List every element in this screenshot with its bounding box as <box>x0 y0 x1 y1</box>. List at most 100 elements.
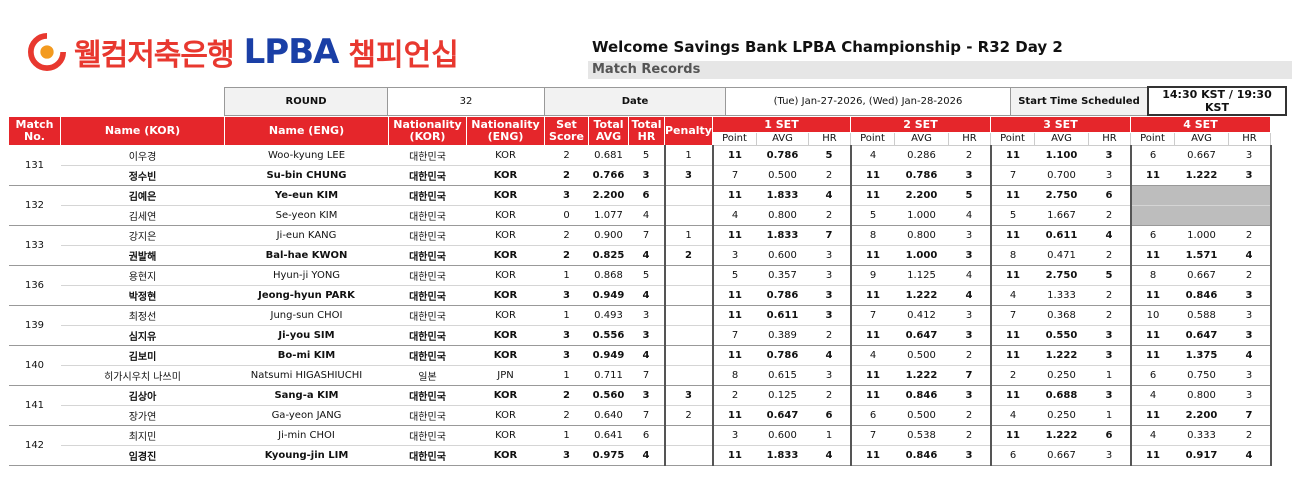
set4-avg <box>1174 185 1229 206</box>
nationality-kor: 대한민국 <box>388 285 467 306</box>
table-row: 136 용현지 Hyun-ji YONG 대한민국 KOR 1 0.868 5 5 0.357 3 9… <box>8 265 1272 306</box>
nationality-kor: 대한민국 <box>388 305 467 326</box>
nationality-eng: KOR <box>466 165 545 186</box>
set4-point: 4 <box>1129 385 1175 406</box>
date-label: Date <box>544 86 726 116</box>
round-label: ROUND <box>224 86 388 116</box>
set1-avg: 0.786 <box>756 285 809 306</box>
penalty <box>663 185 714 206</box>
set2-point: 11 <box>849 385 895 406</box>
set4-hr: 7 <box>1228 405 1272 426</box>
penalty <box>663 345 714 366</box>
set2-point: 11 <box>849 285 895 306</box>
player-name-kor: 박정현 <box>60 285 225 306</box>
total-hr: 3 <box>628 385 665 406</box>
set2-point: 7 <box>849 425 895 446</box>
set1-hr: 3 <box>808 245 851 266</box>
total-hr: 4 <box>628 345 665 366</box>
total-hr: 3 <box>628 165 665 186</box>
set2-hr: 3 <box>948 385 991 406</box>
set2-point: 11 <box>849 185 895 206</box>
set1-avg: 0.615 <box>756 365 809 386</box>
subheader-set3-point: Point <box>990 132 1035 146</box>
nationality-kor: 대한민국 <box>388 265 467 286</box>
set4-avg: 0.333 <box>1174 425 1229 446</box>
set4-hr <box>1228 205 1272 226</box>
set4-avg: 0.800 <box>1174 385 1229 406</box>
set4-hr: 2 <box>1228 225 1272 246</box>
total-hr: 7 <box>628 365 665 386</box>
total-avg: 0.949 <box>588 345 629 366</box>
set-score: 2 <box>544 225 589 246</box>
penalty <box>663 205 714 226</box>
set2-avg: 0.647 <box>894 325 949 346</box>
header-name-kor: Name (KOR) <box>60 116 225 146</box>
table-row: 권발해 Bal-hae KWON 대한민국 KOR 2 0.825 4 2 3 0.600 3 11 1… <box>9 245 1272 266</box>
set1-point: 3 <box>711 425 757 446</box>
set3-hr: 3 <box>1088 385 1131 406</box>
set3-avg: 2.750 <box>1034 185 1089 206</box>
set4-point <box>1129 205 1175 226</box>
total-avg: 0.900 <box>588 225 629 246</box>
set1-hr: 5 <box>808 145 851 166</box>
set2-point: 7 <box>849 305 895 326</box>
set4-avg: 1.222 <box>1174 165 1229 186</box>
set4-point: 10 <box>1129 305 1175 326</box>
total-hr: 7 <box>628 225 665 246</box>
table-row: 장가연 Ga-yeon JANG 대한민국 KOR 2 0.640 7 2 11 0.647 6 6 0… <box>9 405 1272 426</box>
subheader-set3-avg: AVG <box>1034 132 1089 146</box>
set4-hr: 4 <box>1228 345 1272 366</box>
set2-avg: 2.200 <box>894 185 949 206</box>
set2-avg: 1.222 <box>894 285 949 306</box>
set2-avg: 0.500 <box>894 345 949 366</box>
set3-avg: 0.700 <box>1034 165 1089 186</box>
set2-hr: 7 <box>948 365 991 386</box>
set3-hr: 2 <box>1088 245 1131 266</box>
set3-point: 11 <box>989 345 1035 366</box>
set3-avg: 0.250 <box>1034 405 1089 426</box>
match-number: 131 <box>8 145 61 186</box>
set4-hr: 4 <box>1228 445 1272 466</box>
set4-avg: 0.750 <box>1174 365 1229 386</box>
player-name-eng: Ye-eun KIM <box>224 185 389 206</box>
set4-hr: 3 <box>1228 325 1272 346</box>
table-row: 139 최정선 Jung-sun CHOI 대한민국 KOR 1 0.493 3 11 0.611… <box>8 305 1272 346</box>
set2-hr: 4 <box>948 265 991 286</box>
nationality-eng: KOR <box>466 425 545 446</box>
total-avg: 0.556 <box>588 325 629 346</box>
nationality-kor: 대한민국 <box>388 185 467 206</box>
set-score: 3 <box>544 185 589 206</box>
set3-avg: 0.611 <box>1034 225 1089 246</box>
total-avg: 0.560 <box>588 385 629 406</box>
player-name-eng: Kyoung-jin LIM <box>224 445 389 466</box>
total-avg: 1.077 <box>588 205 629 226</box>
set4-avg: 1.000 <box>1174 225 1229 246</box>
nationality-kor: 대한민국 <box>388 445 467 466</box>
nationality-eng: KOR <box>466 385 545 406</box>
nationality-eng: KOR <box>466 185 545 206</box>
set2-avg: 0.412 <box>894 305 949 326</box>
set4-point: 6 <box>1129 225 1175 246</box>
penalty <box>663 445 714 466</box>
set3-point: 11 <box>989 145 1035 166</box>
table-row: 131 이우경 Woo-kyung LEE 대한민국 KOR 2 0.681 5 1 11 0.78… <box>8 145 1272 186</box>
header-nationality-eng: Nationality (ENG) <box>466 116 545 146</box>
set2-hr: 2 <box>948 425 991 446</box>
penalty <box>663 325 714 346</box>
set4-avg: 0.846 <box>1174 285 1229 306</box>
set3-hr: 2 <box>1088 205 1131 226</box>
total-hr: 4 <box>628 245 665 266</box>
set3-hr: 5 <box>1088 265 1131 286</box>
set4-hr: 3 <box>1228 365 1272 386</box>
nationality-kor: 일본 <box>388 365 467 386</box>
nationality-kor: 대한민국 <box>388 225 467 246</box>
header-set-2: 2 SET <box>850 116 991 133</box>
set2-hr: 3 <box>948 445 991 466</box>
total-avg: 0.975 <box>588 445 629 466</box>
set1-hr: 4 <box>808 445 851 466</box>
set4-hr: 3 <box>1228 145 1272 166</box>
set1-point: 8 <box>711 365 757 386</box>
nationality-eng: KOR <box>466 145 545 166</box>
set4-point: 11 <box>1129 345 1175 366</box>
set1-avg: 0.357 <box>756 265 809 286</box>
